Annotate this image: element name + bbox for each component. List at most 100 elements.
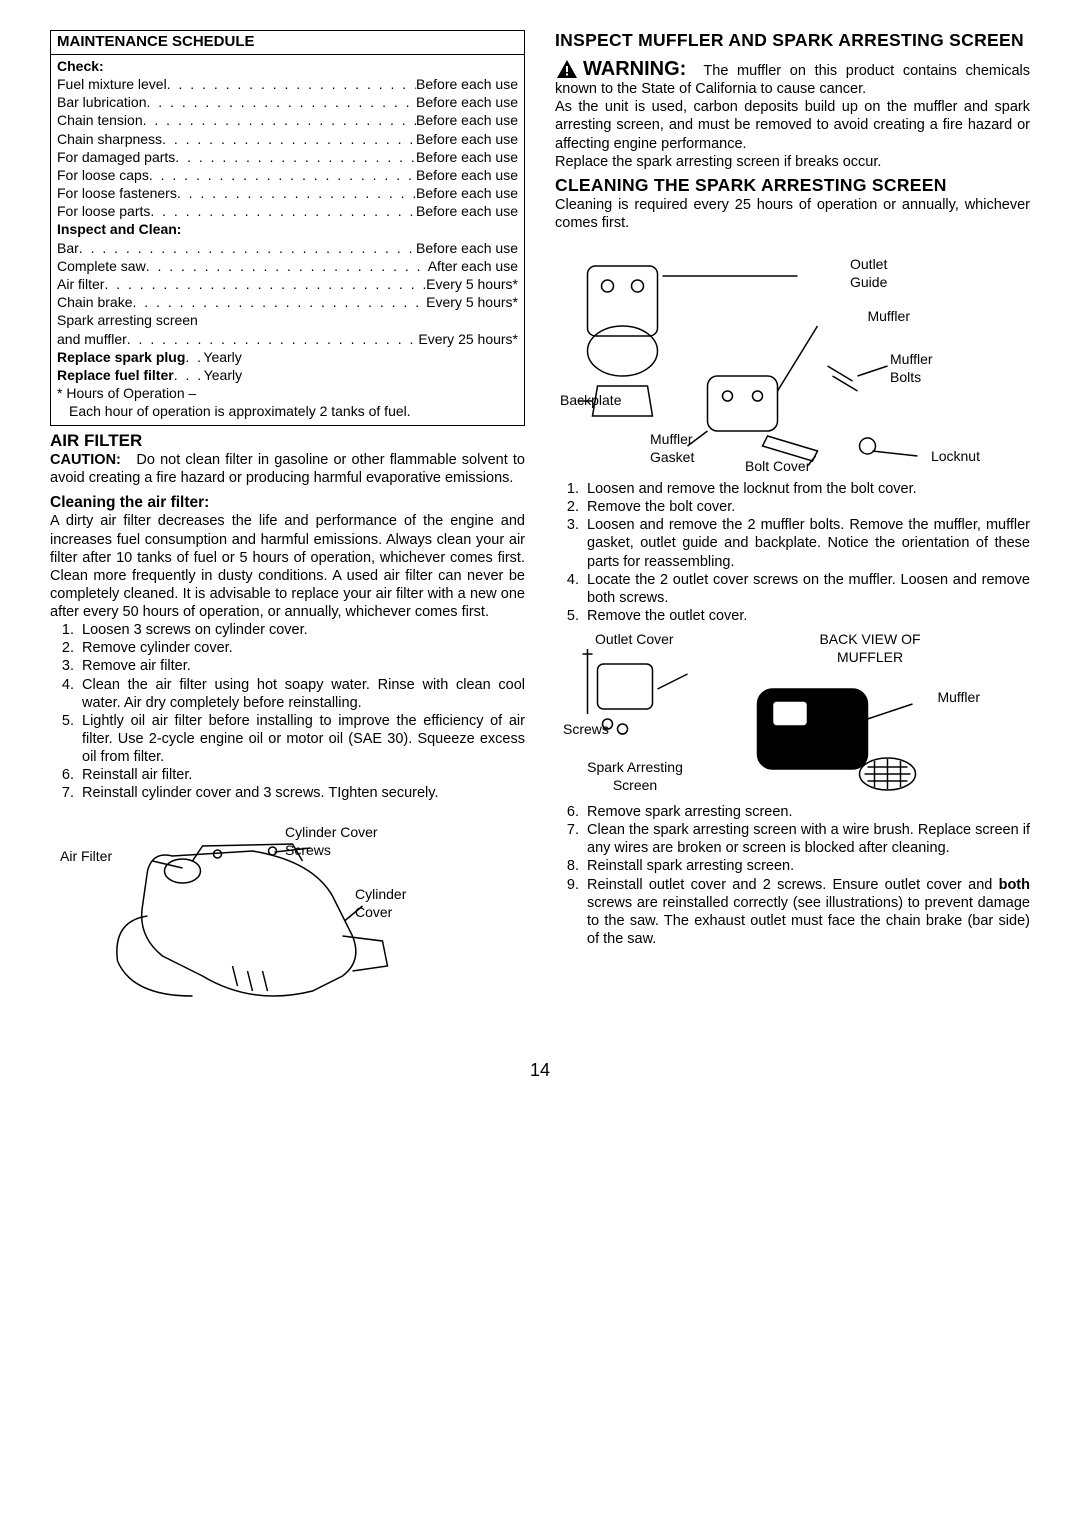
maintenance-schedule-box: MAINTENANCE SCHEDULE Check: Fuel mixture… bbox=[50, 30, 525, 426]
dots bbox=[150, 202, 416, 220]
spark-freq: Every 25 hours* bbox=[418, 330, 518, 348]
item-name: For loose caps bbox=[57, 166, 149, 184]
replace-filter-name: Replace fuel filter bbox=[57, 366, 174, 384]
item-freq: Before each use bbox=[416, 184, 518, 202]
warning-text-body: The muffler on this product contains che… bbox=[555, 63, 1030, 97]
footnote1: * Hours of Operation – bbox=[57, 384, 518, 402]
schedule-row: For damaged partsBefore each use bbox=[57, 148, 518, 166]
list-item: Reinstall spark arresting screen. bbox=[583, 857, 1030, 875]
label-cyl-screws: Cylinder Cover Screws bbox=[285, 824, 405, 859]
replace-filter-row: Replace fuel filter Yearly bbox=[57, 366, 518, 384]
spark-line: Spark arresting screen bbox=[57, 311, 518, 329]
label-muffler-gasket: Muffler Gasket bbox=[650, 431, 710, 466]
replace-plug-row: Replace spark plug Yearly bbox=[57, 348, 518, 366]
list-item: Lightly oil air filter before installing… bbox=[78, 712, 525, 766]
left-column: MAINTENANCE SCHEDULE Check: Fuel mixture… bbox=[50, 30, 525, 1030]
replace-plug-freq: Yearly bbox=[203, 348, 518, 366]
muffler-title: INSPECT MUFFLER AND SPARK ARRESTING SCRE… bbox=[555, 30, 1030, 51]
muffler-p1: As the unit is used, carbon deposits bui… bbox=[555, 98, 1030, 152]
clean-title: Cleaning the air filter: bbox=[50, 493, 525, 512]
air-filter-steps: Loosen 3 screws on cylinder cover.Remove… bbox=[50, 621, 525, 802]
item-name: Air filter bbox=[57, 275, 104, 293]
dots bbox=[177, 184, 416, 202]
caution-text: Do not clean filter in gasoline or other… bbox=[50, 452, 525, 486]
check-list: Fuel mixture levelBefore each useBar lub… bbox=[57, 75, 518, 221]
list-item: Remove the bolt cover. bbox=[583, 498, 1030, 516]
muffler-p2: Replace the spark arresting screen if br… bbox=[555, 153, 1030, 171]
item-freq: After each use bbox=[428, 257, 518, 275]
caution-label: CAUTION: bbox=[50, 452, 121, 468]
list-item: Clean the air filter using hot soapy wat… bbox=[78, 676, 525, 712]
dots bbox=[133, 293, 427, 311]
label-back-view: BACK VIEW OF MUFFLER bbox=[800, 631, 940, 666]
dots bbox=[162, 130, 416, 148]
item-name: Fuel mixture level bbox=[57, 75, 167, 93]
clean-title2: CLEANING THE SPARK ARRESTING SCREEN bbox=[555, 175, 1030, 196]
page-number: 14 bbox=[50, 1060, 1030, 1081]
item-name: Bar bbox=[57, 239, 79, 257]
inspect-label: Inspect and Clean: bbox=[57, 220, 518, 238]
clean-text2: Cleaning is required every 25 hours of o… bbox=[555, 196, 1030, 232]
item-freq: Every 5 hours* bbox=[426, 275, 518, 293]
schedule-row: For loose parts Before each use bbox=[57, 202, 518, 220]
item-freq: Every 5 hours* bbox=[426, 293, 518, 311]
right-column: INSPECT MUFFLER AND SPARK ARRESTING SCRE… bbox=[555, 30, 1030, 1030]
schedule-row: Bar lubricationBefore each use bbox=[57, 93, 518, 111]
item-freq: Before each use bbox=[416, 148, 518, 166]
schedule-row: Chain brake Every 5 hours* bbox=[57, 293, 518, 311]
schedule-row: Air filter Every 5 hours* bbox=[57, 275, 518, 293]
caution-para: CAUTION: Do not clean filter in gasoline… bbox=[50, 451, 525, 487]
label-muffler-1: Muffler bbox=[867, 308, 910, 326]
item-freq: Before each use bbox=[416, 239, 518, 257]
item-name: For loose fasteners bbox=[57, 184, 177, 202]
label-backplate: Backplate bbox=[560, 392, 621, 410]
check-label: Check: bbox=[57, 57, 518, 75]
label-muffler-bolts: Muffler Bolts bbox=[890, 351, 950, 386]
air-filter-diagram: Air Filter Cylinder Cover Screws Cylinde… bbox=[50, 806, 525, 1026]
dots bbox=[149, 166, 416, 184]
label-cyl-cover: Cylinder Cover bbox=[355, 886, 425, 921]
item-name: Complete saw bbox=[57, 257, 146, 275]
schedule-title: MAINTENANCE SCHEDULE bbox=[51, 31, 524, 55]
list-item: Remove air filter. bbox=[78, 657, 525, 675]
list-item: Remove spark arresting screen. bbox=[583, 803, 1030, 821]
replace-filter-freq: Yearly bbox=[204, 366, 518, 384]
label-locknut: Locknut bbox=[931, 448, 980, 466]
list-item: Locate the 2 outlet cover screws on the … bbox=[583, 571, 1030, 607]
label-air-filter: Air Filter bbox=[60, 848, 112, 866]
inspect-list: Bar Before each use Complete saw After each… bbox=[57, 239, 518, 312]
item-name: Chain brake bbox=[57, 293, 133, 311]
schedule-row: Bar Before each use bbox=[57, 239, 518, 257]
list-item: Remove cylinder cover. bbox=[78, 639, 525, 657]
item-freq: Before each use bbox=[416, 166, 518, 184]
dots bbox=[174, 366, 204, 384]
replace-plug-name: Replace spark plug bbox=[57, 348, 185, 366]
label-muffler-2: Muffler bbox=[937, 689, 980, 707]
label-outlet-cover: Outlet Cover bbox=[595, 631, 674, 649]
item-name: For loose parts bbox=[57, 202, 150, 220]
item-freq: Before each use bbox=[416, 202, 518, 220]
dots bbox=[127, 330, 419, 348]
item-freq: Before each use bbox=[416, 93, 518, 111]
schedule-row: For loose caps Before each use bbox=[57, 166, 518, 184]
list-item: Clean the spark arresting screen with a … bbox=[583, 821, 1030, 857]
schedule-row: Chain sharpnessBefore each use bbox=[57, 130, 518, 148]
list-item: Loosen 3 screws on cylinder cover. bbox=[78, 621, 525, 639]
dots bbox=[185, 348, 203, 366]
list-item: Remove the outlet cover. bbox=[583, 607, 1030, 625]
muffler-diagram-2: Outlet Cover BACK VIEW OF MUFFLER Muffle… bbox=[555, 629, 1030, 799]
dots bbox=[147, 93, 417, 111]
list-item: Loosen and remove the 2 muffler bolts. R… bbox=[583, 516, 1030, 570]
schedule-row: For loose fasteners Before each use bbox=[57, 184, 518, 202]
item-freq: Before each use bbox=[416, 111, 518, 129]
muffler-steps-1: Loosen and remove the locknut from the b… bbox=[555, 480, 1030, 625]
label-bolt-cover: Bolt Cover bbox=[745, 458, 810, 476]
dots bbox=[175, 148, 416, 166]
item-freq: Before each use bbox=[416, 75, 518, 93]
muffler-steps-2: Remove spark arresting screen.Clean the … bbox=[555, 803, 1030, 948]
muffler-diagram-1: Outlet Guide Muffler Muffler Bolts Backp… bbox=[555, 236, 1030, 476]
footnote2: Each hour of operation is approximately … bbox=[57, 402, 518, 420]
item-name: Chain tension bbox=[57, 111, 143, 129]
item-freq: Before each use bbox=[416, 130, 518, 148]
dots bbox=[167, 75, 416, 93]
